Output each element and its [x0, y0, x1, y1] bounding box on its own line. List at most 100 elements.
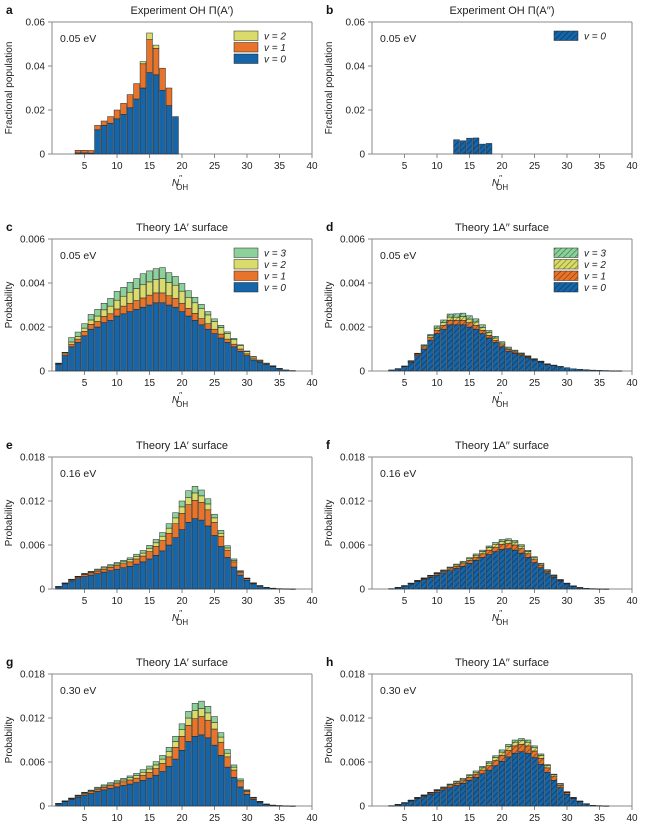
bar-c-25-v0 — [211, 333, 218, 372]
x-tick-label-e: 5 — [82, 596, 88, 607]
bar-d-15-v2 — [466, 318, 473, 323]
bar-f-9-v3 — [427, 574, 434, 576]
x-tick-label-h: 15 — [464, 813, 476, 824]
bar-d-13-v3 — [453, 313, 460, 318]
x-tick-label-h: 25 — [529, 813, 541, 824]
bar-c-26-v3 — [217, 324, 225, 328]
bar-c-30-v3 — [243, 350, 251, 352]
bar-e-13-v1 — [133, 558, 140, 565]
bar-c-18-v3 — [165, 272, 173, 283]
x-tick-label-f: 10 — [431, 596, 443, 607]
bar-d-16-v0 — [472, 328, 480, 372]
x-tick-label-g: 30 — [241, 813, 253, 824]
bar-h-26-v2 — [537, 755, 545, 759]
bar-f-14-v3 — [459, 560, 467, 563]
bar-h-24-v1 — [524, 745, 532, 754]
chart-title-f: Theory 1A′′ surface — [455, 440, 549, 452]
bar-f-24-v3 — [524, 550, 532, 552]
bar-e-31-v3 — [250, 582, 257, 584]
bar-a-10-v1 — [113, 109, 121, 120]
bar-c-13-v0 — [133, 309, 140, 372]
bar-g-23-v0 — [198, 734, 205, 807]
bar-a-18-v1 — [165, 87, 173, 106]
bar-g-8-v1 — [100, 787, 108, 791]
bar-c-18-v1 — [165, 295, 173, 306]
y-tick-label-b: 0.02 — [346, 106, 366, 117]
bar-c-17-v2 — [159, 278, 166, 294]
bar-f-12-v3 — [446, 566, 454, 568]
bar-e-4-v3 — [74, 575, 82, 577]
bar-h-16-v1 — [472, 773, 480, 778]
bar-c-36-v0 — [282, 369, 290, 372]
y-tick-label-c: 0.004 — [20, 279, 45, 290]
bar-f-3-v0 — [388, 588, 395, 590]
bar-e-17-v1 — [159, 540, 166, 552]
bar-c-13-v3 — [133, 278, 140, 289]
bar-e-10-v0 — [113, 568, 121, 590]
bar-g-28-v2 — [230, 766, 238, 771]
bar-a-14-v1 — [139, 63, 147, 89]
bar-h-19-v0 — [492, 765, 499, 807]
bar-e-23-v2 — [198, 495, 205, 503]
bar-c-18-v2 — [165, 282, 173, 297]
bar-g-4-v0 — [74, 796, 82, 807]
bar-c-28-v3 — [230, 338, 238, 341]
bar-e-3-v0 — [68, 580, 75, 590]
bar-f-36-v0 — [602, 588, 610, 590]
bar-f-25-v1 — [531, 559, 538, 563]
bar-c-5-v2 — [81, 327, 88, 332]
bar-f-23-v2 — [518, 545, 525, 549]
bar-h-4-v2 — [394, 804, 402, 806]
bar-g-20-v1 — [178, 736, 186, 751]
bar-d-19-v1 — [492, 339, 499, 343]
y-tick-label-h: 0 — [359, 802, 365, 813]
y-axis-label-a: Fractional population — [4, 42, 15, 135]
bar-e-14-v2 — [139, 552, 147, 557]
bar-f-25-v0 — [531, 562, 538, 590]
bar-e-21-v1 — [185, 504, 192, 523]
bar-c-19-v1 — [172, 298, 179, 308]
bar-f-8-v3 — [420, 577, 428, 579]
bar-f-10-v3 — [433, 572, 441, 574]
bar-e-3-v3 — [68, 578, 75, 580]
bar-g-11-v3 — [120, 778, 127, 781]
bar-g-7-v1 — [94, 788, 101, 792]
bar-c-25-v3 — [211, 318, 218, 322]
bar-f-18-v0 — [485, 554, 493, 590]
bar-a-6-v1 — [87, 150, 95, 154]
bar-f-15-v1 — [466, 560, 473, 564]
bar-c-23-v3 — [198, 304, 205, 309]
bar-h-10-v3 — [433, 789, 441, 791]
bar-d-17-v1 — [479, 330, 486, 334]
x-tick-label-e: 30 — [241, 596, 253, 607]
bar-c-29-v3 — [237, 344, 244, 346]
bar-h-21-v0 — [505, 756, 512, 807]
bar-c-15-v2 — [146, 281, 153, 296]
bar-c-29-v0 — [237, 350, 244, 372]
y-tick-label-f: 0.006 — [340, 541, 365, 552]
legend-swatch-d — [553, 259, 579, 270]
bar-h-27-v1 — [544, 767, 551, 773]
bar-c-17-v3 — [159, 267, 166, 279]
legend-label-d: v = 1 — [584, 272, 606, 283]
bar-c-34-v2 — [269, 365, 277, 367]
bar-c-16-v3 — [152, 268, 160, 280]
bar-c-22-v0 — [191, 320, 199, 372]
bar-d-29-v0 — [557, 366, 564, 372]
bar-f-30-v3 — [563, 582, 571, 584]
bar-d-12-v0 — [446, 324, 454, 372]
bar-e-6-v0 — [87, 574, 95, 590]
bar-d-29-v1 — [557, 366, 564, 368]
bar-e-11-v1 — [120, 563, 127, 568]
bar-f-20-v1 — [498, 544, 506, 550]
bar-e-25-v0 — [211, 535, 218, 590]
bar-d-20-v1 — [498, 344, 506, 348]
bar-f-31-v3 — [570, 585, 577, 587]
bar-e-28-v1 — [230, 561, 238, 568]
bar-g-22-v1 — [191, 718, 199, 737]
bar-c-11-v1 — [120, 305, 127, 315]
bar-a-11-v0 — [120, 114, 127, 155]
bar-f-19-v2 — [492, 544, 499, 548]
bar-f-20-v3 — [498, 539, 506, 542]
bar-e-29-v1 — [237, 571, 244, 576]
